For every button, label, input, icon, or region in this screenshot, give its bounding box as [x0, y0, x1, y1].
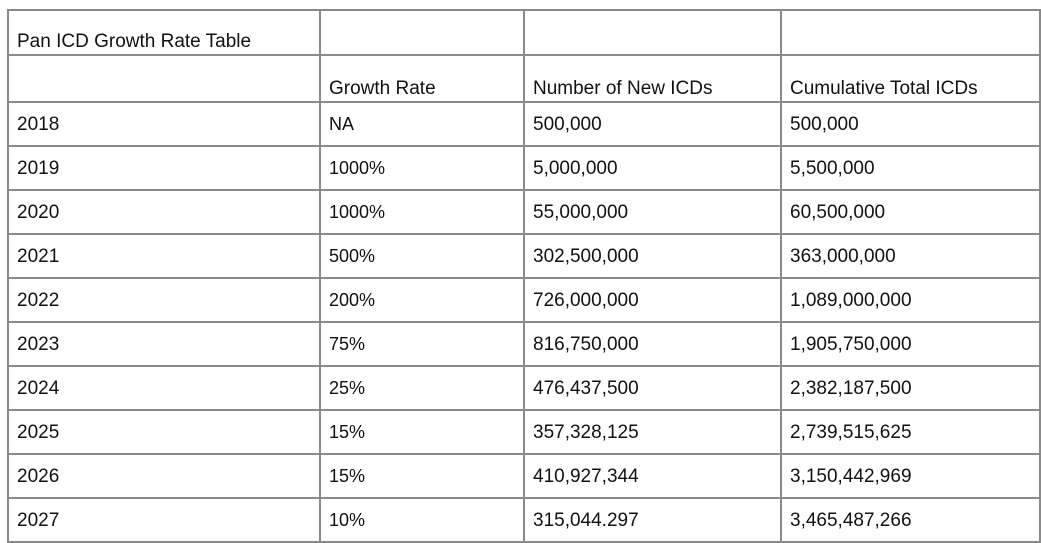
cell-new-icds: 726,000,000	[523, 277, 782, 323]
cell-year: 2024	[7, 365, 321, 411]
table-row: 2026 15% 410,927,344 3,150,442,969	[7, 453, 1041, 499]
cell-cumulative-icds: 5,500,000	[780, 145, 1041, 191]
table-row: 2024 25% 476,437,500 2,382,187,500	[7, 365, 1041, 411]
header-growth-rate: Growth Rate	[319, 54, 525, 103]
table-row: 2020 1000% 55,000,000 60,500,000	[7, 189, 1041, 235]
table-row: 2025 15% 357,328,125 2,739,515,625	[7, 409, 1041, 455]
cell-cumulative-icds: 2,739,515,625	[780, 409, 1041, 455]
cell-new-icds: 410,927,344	[523, 453, 782, 499]
cell-year: 2023	[7, 321, 321, 367]
table-row: 2018 NA 500,000 500,000	[7, 101, 1041, 147]
cell-year: 2021	[7, 233, 321, 279]
cell-growth-rate: 25%	[319, 365, 525, 411]
cell-year: 2025	[7, 409, 321, 455]
cell-cumulative-icds: 1,089,000,000	[780, 277, 1041, 323]
table-row: 2027 10% 315,044.297 3,465,487,266	[7, 497, 1041, 543]
cell-new-icds: 476,437,500	[523, 365, 782, 411]
cell-new-icds: 55,000,000	[523, 189, 782, 235]
header-year	[7, 54, 321, 103]
cell-growth-rate: NA	[319, 101, 525, 147]
cell-year: 2019	[7, 145, 321, 191]
cell-year: 2018	[7, 101, 321, 147]
table-row: 2023 75% 816,750,000 1,905,750,000	[7, 321, 1041, 367]
cell-cumulative-icds: 60,500,000	[780, 189, 1041, 235]
cell-cumulative-icds: 500,000	[780, 101, 1041, 147]
cell-growth-rate: 15%	[319, 453, 525, 499]
cell-new-icds: 302,500,000	[523, 233, 782, 279]
cell-new-icds: 357,328,125	[523, 409, 782, 455]
cell-growth-rate: 10%	[319, 497, 525, 543]
cell-growth-rate: 1000%	[319, 189, 525, 235]
cell-growth-rate: 15%	[319, 409, 525, 455]
cell-growth-rate: 200%	[319, 277, 525, 323]
cell-growth-rate: 1000%	[319, 145, 525, 191]
table-title: Pan ICD Growth Rate Table	[7, 9, 321, 56]
cell-year: 2022	[7, 277, 321, 323]
empty-cell	[780, 9, 1041, 56]
cell-growth-rate: 75%	[319, 321, 525, 367]
cell-year: 2027	[7, 497, 321, 543]
cell-new-icds: 500,000	[523, 101, 782, 147]
cell-cumulative-icds: 363,000,000	[780, 233, 1041, 279]
cell-cumulative-icds: 3,465,487,266	[780, 497, 1041, 543]
cell-new-icds: 5,000,000	[523, 145, 782, 191]
header-new-icds: Number of New ICDs	[523, 54, 782, 103]
table-header-row: Growth Rate Number of New ICDs Cumulativ…	[7, 54, 1041, 103]
empty-cell	[319, 9, 525, 56]
header-cumulative-icds: Cumulative Total ICDs	[780, 54, 1041, 103]
cell-cumulative-icds: 1,905,750,000	[780, 321, 1041, 367]
cell-cumulative-icds: 3,150,442,969	[780, 453, 1041, 499]
table-row: 2021 500% 302,500,000 363,000,000	[7, 233, 1041, 279]
table-title-row: Pan ICD Growth Rate Table	[7, 9, 1041, 56]
cell-year: 2026	[7, 453, 321, 499]
cell-cumulative-icds: 2,382,187,500	[780, 365, 1041, 411]
table-row: 2022 200% 726,000,000 1,089,000,000	[7, 277, 1041, 323]
cell-year: 2020	[7, 189, 321, 235]
cell-new-icds: 816,750,000	[523, 321, 782, 367]
cell-growth-rate: 500%	[319, 233, 525, 279]
table-row: 2019 1000% 5,000,000 5,500,000	[7, 145, 1041, 191]
empty-cell	[523, 9, 782, 56]
cell-new-icds: 315,044.297	[523, 497, 782, 543]
icd-growth-table: Pan ICD Growth Rate Table Growth Rate Nu…	[7, 9, 1041, 543]
